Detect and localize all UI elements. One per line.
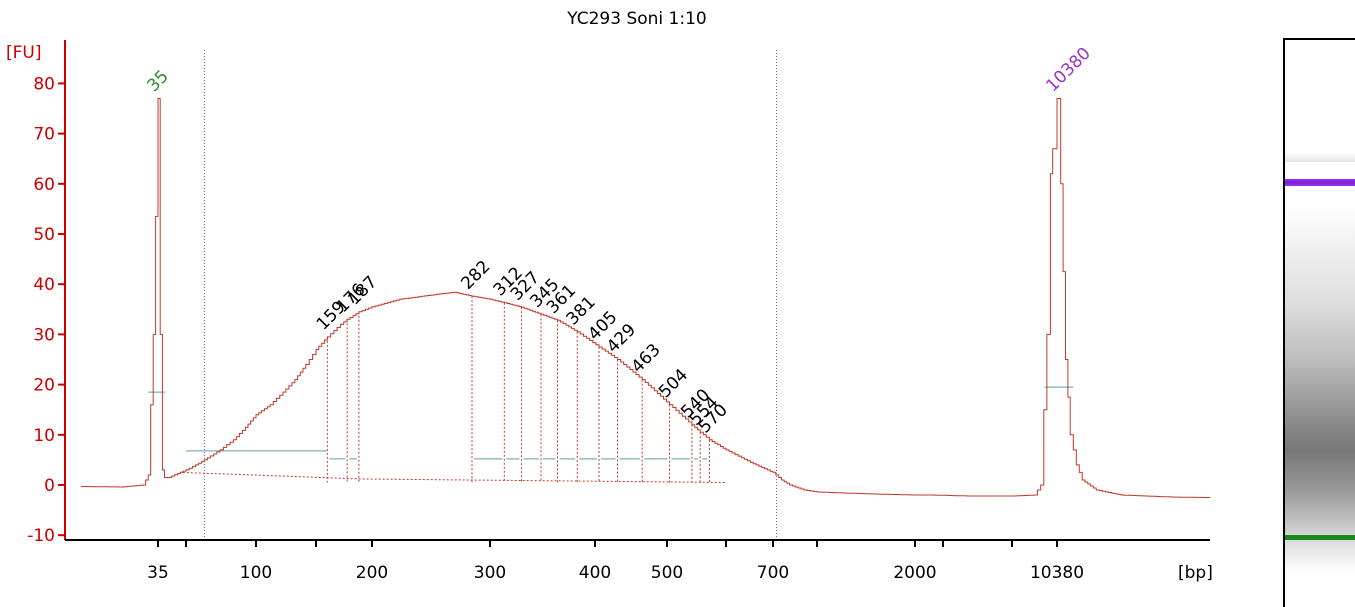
x-tick-label: 100 bbox=[240, 563, 272, 583]
marker-label: 10380 bbox=[1042, 44, 1094, 96]
marker-label: 35 bbox=[143, 67, 172, 96]
y-tick-label: 0 bbox=[44, 476, 55, 496]
x-tick-label: 200 bbox=[356, 563, 388, 583]
y-tick-label: 10 bbox=[33, 426, 55, 446]
y-tick-label: 60 bbox=[33, 175, 55, 195]
x-axis: 35 100 200 300 400 500 700 2000 10380 bbox=[65, 539, 1210, 583]
y-tick-label: -10 bbox=[27, 526, 55, 546]
x-tick-label: 500 bbox=[651, 563, 683, 583]
marker-labels: 35 10380 bbox=[143, 44, 1094, 96]
gel-lower-marker-band bbox=[1285, 535, 1355, 540]
chart-title: YC293 Soni 1:10 bbox=[566, 9, 706, 29]
gel-lane bbox=[1283, 38, 1355, 607]
y-tick-label: 30 bbox=[33, 325, 55, 345]
trace-line bbox=[80, 98, 1211, 498]
x-tick-label: 400 bbox=[579, 563, 611, 583]
electropherogram-chart: YC293 Soni 1:10 [FU] [bp] -10 0 10 20 30 40 50… bbox=[6, 9, 1213, 583]
x-tick-label: 2000 bbox=[893, 563, 936, 583]
y-tick-label: 70 bbox=[33, 125, 55, 145]
y-tick-label: 80 bbox=[33, 74, 55, 94]
x-tick-label: 35 bbox=[147, 563, 169, 583]
region-markers bbox=[203, 50, 777, 540]
x-tick-label: 10380 bbox=[1030, 563, 1084, 583]
x-tick-label: 300 bbox=[474, 563, 506, 583]
gel-smear bbox=[1285, 162, 1355, 574]
y-axis-label: [FU] bbox=[6, 43, 42, 63]
x-axis-label: [bp] bbox=[1178, 563, 1213, 583]
y-tick-label: 40 bbox=[33, 275, 55, 295]
y-tick-label: 50 bbox=[33, 225, 55, 245]
y-axis: -10 0 10 20 30 40 50 60 70 80 bbox=[27, 40, 66, 546]
gel-upper-marker-band bbox=[1285, 179, 1355, 186]
peak-lines bbox=[148, 296, 1074, 483]
peak-label: 282 bbox=[457, 257, 494, 294]
baseline-dotted bbox=[182, 471, 727, 483]
y-tick-label: 20 bbox=[33, 376, 55, 396]
x-tick-label: 700 bbox=[757, 563, 789, 583]
